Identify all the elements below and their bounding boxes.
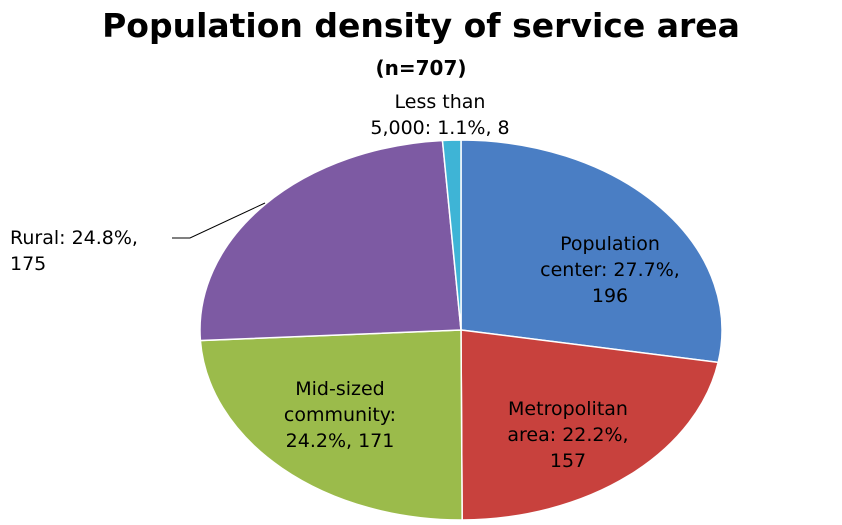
data-label-population-center: Population center: 27.7%, 196: [540, 233, 680, 307]
leader-line-rural: [172, 202, 266, 239]
pie-slice-mid-sized-community: [199, 329, 463, 521]
pie-slice-population-center: [460, 139, 723, 364]
data-label-rural: Rural: 24.8%, 175: [10, 227, 138, 275]
data-label-less-than-5-000: Less than 5,000: 1.1%, 8: [370, 91, 509, 139]
data-label-mid-sized-community: Mid-sized community: 24.2%, 171: [284, 378, 396, 452]
chart-title: Population density of service area: [102, 6, 740, 45]
pie-slice-less-than-5-000: [441, 139, 462, 331]
chart-subtitle: (n=707): [375, 56, 467, 80]
pie-slice-metropolitan-area: [460, 329, 720, 521]
leader-lines: [172, 202, 266, 239]
data-labels: Population center: 27.7%, 196 Metropolitan a…: [10, 91, 680, 472]
data-label-metropolitan-area: Metropolitan area: 22.2%, 157: [507, 398, 628, 472]
pie-slices: [199, 139, 723, 521]
pie-slice-rural: [199, 139, 462, 342]
